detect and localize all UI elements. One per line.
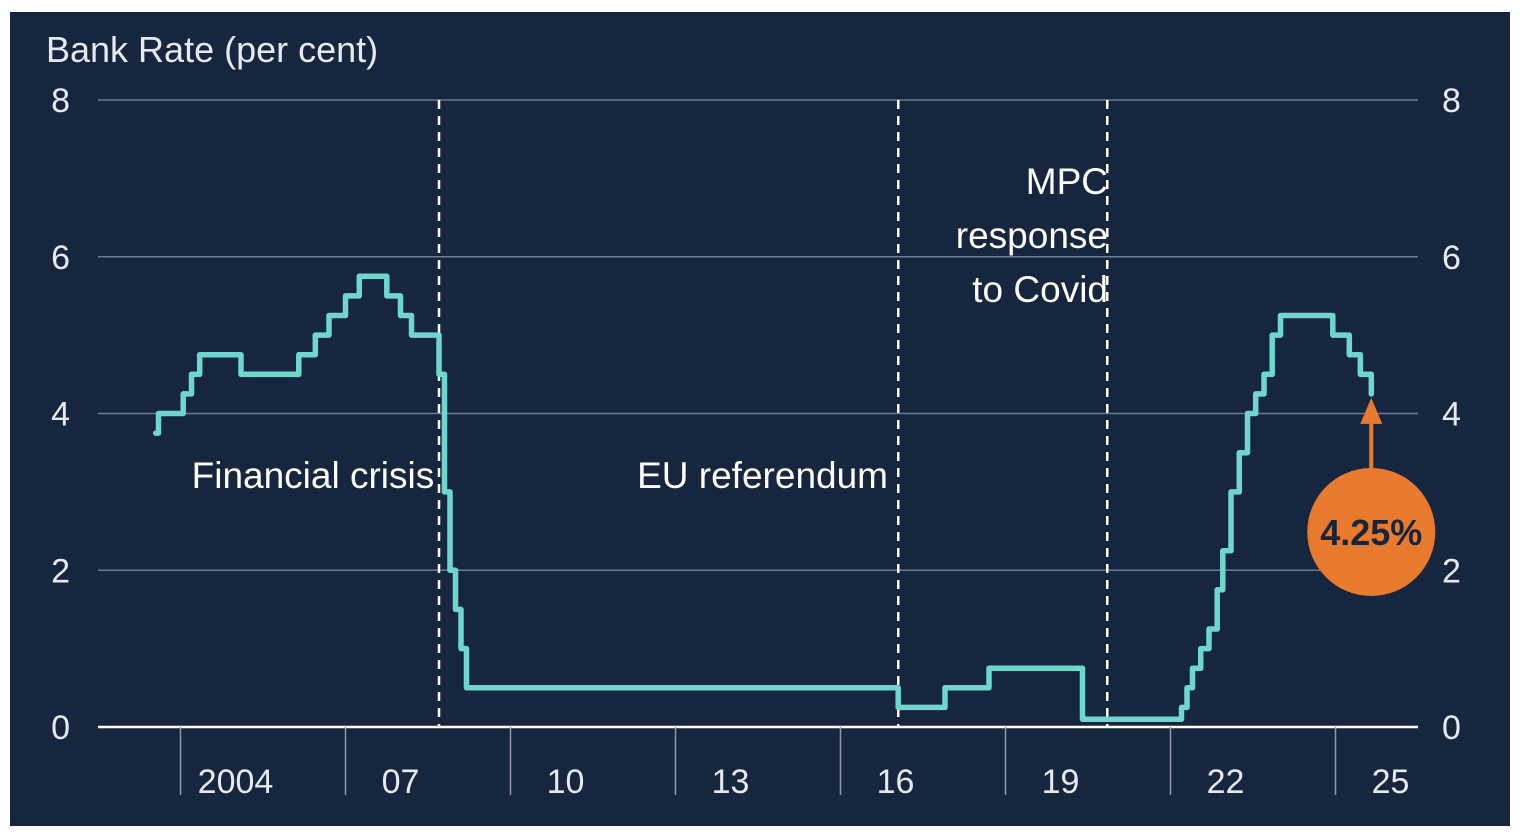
event-annotation: Financial crisis	[192, 455, 435, 496]
x-tick-label: 2004	[198, 763, 274, 801]
y-tick-label-right: 0	[1442, 709, 1461, 747]
y-axis-label: Bank Rate (per cent)	[46, 29, 378, 70]
event-annotation: to Covid	[972, 269, 1108, 310]
y-tick-label-right: 6	[1442, 239, 1461, 277]
y-tick-label-right: 8	[1442, 82, 1461, 120]
bank-rate-line	[152, 273, 1375, 722]
chart-panel: 2004 07 10 13 16 19 22 25 0 0 2 2 4 4 6 6 8 8 Bank Rate (…	[10, 12, 1510, 826]
x-tick-label: 25	[1372, 763, 1410, 801]
y-tick-label-left: 6	[51, 239, 70, 277]
y-tick-label-left: 4	[51, 396, 70, 434]
event-annotation: MPC	[1026, 161, 1108, 202]
y-tick-label-left: 2	[51, 552, 70, 590]
x-tick-label: 13	[712, 763, 750, 801]
event-annotation: EU referendum	[637, 455, 888, 496]
x-tick-label: 16	[877, 763, 915, 801]
x-tick-label: 19	[1042, 763, 1080, 801]
callout-bubble	[1307, 468, 1436, 596]
y-tick-label-right: 4	[1442, 396, 1461, 434]
x-tick-label: 22	[1207, 763, 1245, 801]
callout-value-label: 4.25%	[1320, 512, 1422, 553]
event-annotation: response	[956, 215, 1108, 256]
y-tick-label-left: 8	[51, 82, 70, 120]
y-tick-label-left: 0	[51, 709, 70, 747]
y-tick-label-right: 2	[1442, 552, 1461, 590]
x-tick-label: 10	[547, 763, 585, 801]
x-tick-label: 07	[382, 763, 420, 801]
callout-arrow-icon	[1360, 397, 1383, 424]
